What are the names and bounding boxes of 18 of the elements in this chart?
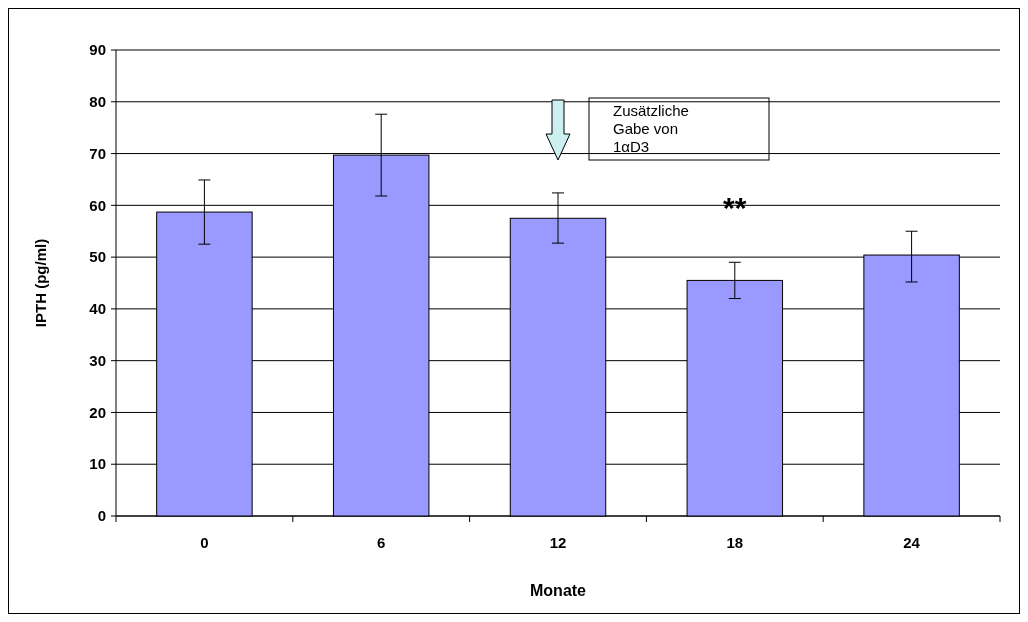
- y-tick-label: 50: [89, 248, 106, 266]
- y-tick-label: 60: [89, 196, 106, 214]
- y-tick-label: 20: [89, 403, 106, 421]
- y-tick-label: 40: [89, 300, 106, 318]
- x-tick-label: 6: [377, 534, 386, 551]
- annotation: Zusätzliche Gabe von 1αD3: [613, 102, 689, 155]
- y-tick-label: 0: [97, 507, 106, 525]
- x-tick-label: 18: [726, 534, 744, 551]
- x-tick-label: 12: [549, 534, 567, 551]
- y-tick-label: 80: [89, 93, 106, 111]
- y-tick-label: 90: [89, 41, 106, 59]
- y-axis-title: IPTH (pg/ml): [32, 238, 49, 328]
- x-tick-label: 24: [903, 534, 921, 551]
- y-tick-label: 30: [89, 351, 106, 369]
- y-tick-label: 10: [89, 455, 106, 473]
- x-tick-label: 0: [200, 534, 209, 551]
- y-tick-label: 70: [89, 144, 106, 162]
- x-axis-title: Monate: [530, 582, 587, 599]
